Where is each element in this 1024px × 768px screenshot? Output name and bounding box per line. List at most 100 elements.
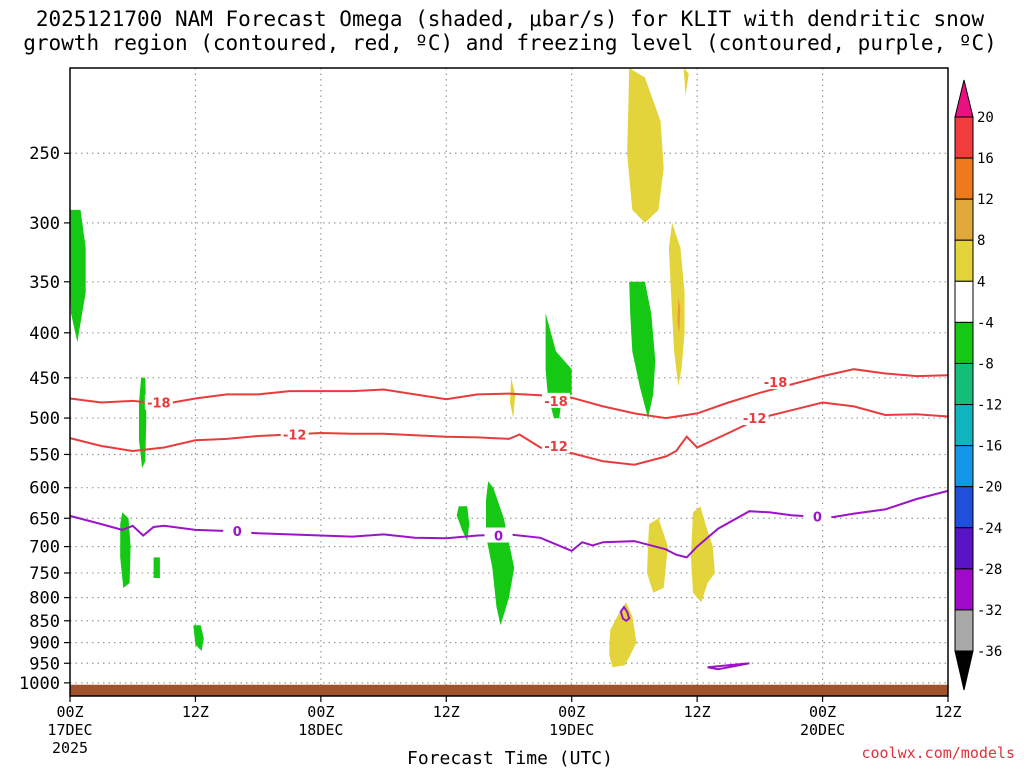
y-tick-label: 400 xyxy=(29,324,60,344)
isotherm_18-label: -18 xyxy=(544,395,568,410)
isotherm_12-label: -12 xyxy=(743,412,767,427)
x-tick-label: 12Z xyxy=(684,703,711,721)
colorbar-label: 20 xyxy=(977,110,994,126)
freezing_level-label: 0 xyxy=(813,511,822,526)
isotherm_18-label-bg xyxy=(542,392,571,408)
y-tick-label: 350 xyxy=(29,273,60,293)
x-tick-label: 12Z xyxy=(934,703,961,721)
plot-border xyxy=(69,67,949,697)
y-axis-ticks: 2503003504004505005506006507007508008509… xyxy=(19,144,70,694)
y-tick-label: 1000 xyxy=(19,674,60,694)
colorbar-segment xyxy=(954,198,974,241)
x-tick-label: 00Z xyxy=(809,703,836,721)
isotherm_18-label-bg xyxy=(761,374,790,390)
colorbar-label: -20 xyxy=(977,480,1002,496)
y-tick-label: 750 xyxy=(29,564,60,584)
omega-region xyxy=(545,313,572,419)
isotherm_18-label: -18 xyxy=(147,396,171,411)
freezing_level-label-bg xyxy=(803,508,832,524)
isotherm_18-line xyxy=(69,368,949,420)
x-tick-label: 00Z xyxy=(307,703,334,721)
omega-region xyxy=(70,209,86,343)
x-tick-label: 12Z xyxy=(433,703,460,721)
colorbar-top-arrow xyxy=(954,79,974,118)
ground-band xyxy=(70,684,948,696)
isotherm_12-label: -12 xyxy=(544,440,568,455)
y-tick-label: 500 xyxy=(29,409,60,429)
credit-text: coolwx.com/models xyxy=(861,744,1015,762)
colorbar-label: -28 xyxy=(977,562,1002,578)
freezing-level-closed-contour xyxy=(707,662,750,671)
x-tick-date: 20DEC xyxy=(800,721,845,739)
colorbar-segment xyxy=(954,116,974,159)
colorbar-label: -32 xyxy=(977,603,1002,619)
omega-shading xyxy=(70,68,715,668)
omega-region xyxy=(456,506,470,542)
freezing-level-closed-contour xyxy=(619,605,631,623)
colorbar-label: -4 xyxy=(977,315,994,331)
x-axis-title: Forecast Time (UTC) xyxy=(407,748,613,768)
colorbar-segment xyxy=(954,280,974,323)
omega-region xyxy=(510,377,516,419)
isotherm_12-label-bg xyxy=(740,410,769,426)
omega-region xyxy=(193,625,204,651)
freezing_level-label-bg xyxy=(223,523,252,539)
colorbar-segment xyxy=(954,321,974,364)
colorbar-segment xyxy=(954,445,974,488)
colorbar-label: -24 xyxy=(977,521,1002,537)
omega-region xyxy=(120,512,131,588)
colorbar-label: -12 xyxy=(977,398,1002,414)
plot-area xyxy=(70,68,948,696)
omega-region xyxy=(629,281,656,419)
y-tick-label: 700 xyxy=(29,538,60,558)
contours: -18 -18 -18 -12 -12 -12 0 0 0 xyxy=(69,368,949,671)
omega-region xyxy=(677,297,681,333)
colorbar-segment xyxy=(954,486,974,529)
chart-title-line1: 2025121700 NAM Forecast Omega (shaded, μ… xyxy=(36,7,985,31)
colorbar-bottom-arrow xyxy=(954,650,974,691)
y-tick-label: 300 xyxy=(29,214,60,234)
y-tick-label: 950 xyxy=(29,654,60,674)
omega-region xyxy=(668,222,685,387)
y-tick-label: 250 xyxy=(29,144,60,164)
isotherm_12-line xyxy=(69,401,949,466)
colorbar-label: -16 xyxy=(977,439,1002,455)
omega-region xyxy=(153,557,160,578)
y-tick-label: 800 xyxy=(29,589,60,609)
omega-region xyxy=(627,68,664,223)
x-tick-label: 00Z xyxy=(56,703,83,721)
omega-region xyxy=(486,481,515,626)
colorbar: 20 16 12 8 4 -4 -8 -12 -16 -20 -24 -28 -32 -36 xyxy=(954,79,1002,691)
omega-region xyxy=(683,68,689,96)
chart-title-line2: growth region (contoured, red, ºC) and f… xyxy=(23,31,997,55)
y-tick-label: 850 xyxy=(29,612,60,632)
freezing_level-label: 0 xyxy=(494,530,503,545)
colorbar-label: 8 xyxy=(977,233,985,249)
colorbar-label: 12 xyxy=(977,192,994,208)
x-tick-date: 19DEC xyxy=(549,721,594,739)
y-tick-label: 600 xyxy=(29,479,60,499)
isotherm_18-label-bg xyxy=(144,394,173,410)
colorbar-segment xyxy=(954,568,974,611)
y-tick-label: 550 xyxy=(29,445,60,465)
y-tick-label: 650 xyxy=(29,509,60,529)
y-tick-label: 900 xyxy=(29,634,60,654)
y-tick-label: 450 xyxy=(29,369,60,389)
isotherm_12-label-bg xyxy=(542,438,571,454)
colorbar-segment xyxy=(954,609,974,652)
x-tick-label: 12Z xyxy=(182,703,209,721)
freezing_level-label-bg xyxy=(484,527,513,543)
colorbar-label: 16 xyxy=(977,151,994,167)
colorbar-segment xyxy=(954,404,974,447)
colorbar-label: 4 xyxy=(977,274,985,290)
x-tick-date: 17DEC xyxy=(47,721,92,739)
colorbar-label: -8 xyxy=(977,356,994,372)
omega-region xyxy=(139,377,147,469)
freezing_level-line xyxy=(69,489,949,559)
x-tick-label: 00Z xyxy=(558,703,585,721)
isotherm_18-label: -18 xyxy=(764,376,788,391)
omega-region xyxy=(647,518,668,593)
colorbar-segment xyxy=(954,239,974,282)
